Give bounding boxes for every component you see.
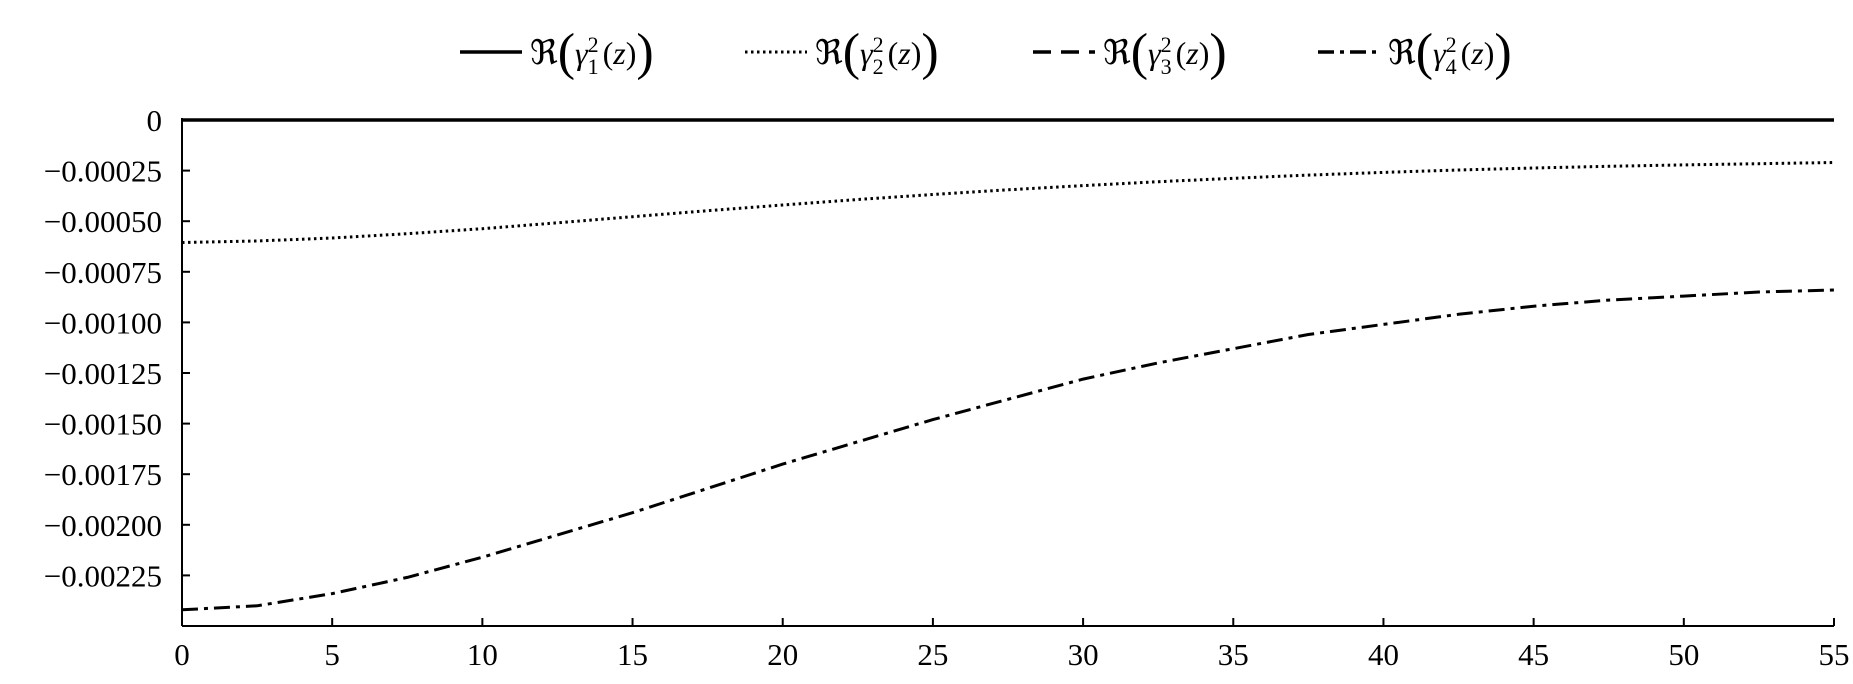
series-line-2	[181, 161, 1835, 244]
y-tick-label: −0.00025	[44, 154, 162, 189]
legend-glyph: )	[626, 35, 637, 71]
y-tick-label: −0.00125	[44, 356, 162, 391]
x-tick-label: 45	[1518, 637, 1549, 672]
legend-glyph: 4	[1446, 54, 1457, 79]
legend-glyph: (	[558, 24, 575, 81]
legend-glyph: (	[1416, 24, 1433, 81]
legend-glyph: γ	[575, 35, 589, 71]
legend-glyph: z	[612, 35, 626, 71]
legend-glyph: )	[911, 35, 922, 71]
legend-glyph: (	[603, 35, 614, 71]
legend-glyph: ℜ	[1388, 35, 1416, 72]
legend-glyph: (	[843, 24, 860, 81]
x-tick-label: 55	[1819, 637, 1850, 672]
y-tick-label: −0.00225	[44, 558, 162, 593]
legend-glyph: )	[921, 24, 938, 81]
legend-glyph: (	[1461, 35, 1472, 71]
series-line-4	[181, 288, 1835, 612]
y-tick-label: −0.00100	[44, 305, 162, 340]
legend-glyph: (	[1176, 35, 1187, 71]
x-tick-label: 25	[917, 637, 948, 672]
legend-glyph: )	[1199, 35, 1210, 71]
legend-glyph: 2	[1161, 32, 1172, 57]
legend-glyph: )	[1494, 24, 1511, 81]
x-tick-label: 20	[767, 637, 798, 672]
x-tick-label: 15	[617, 637, 648, 672]
legend-glyph: z	[1470, 35, 1484, 71]
legend-glyph: z	[897, 35, 911, 71]
legend-glyph: γ	[1433, 35, 1447, 71]
legend-glyph: (	[1131, 24, 1148, 81]
legend-glyph: 2	[873, 32, 884, 57]
x-tick-label: 10	[467, 637, 498, 672]
legend-glyph: 1	[588, 54, 599, 79]
x-tick-label: 0	[174, 637, 190, 672]
x-tick-label: 40	[1368, 637, 1399, 672]
legend-glyph: (	[888, 35, 899, 71]
x-tick-label: 35	[1218, 637, 1249, 672]
legend-glyph: 3	[1161, 54, 1172, 79]
legend-glyph: ℜ	[530, 35, 558, 72]
legend-label-4: ℜ(γ42 (z))	[1388, 24, 1512, 81]
x-tick-label: 5	[324, 637, 340, 672]
legend-glyph: γ	[1148, 35, 1162, 71]
y-tick-label: −0.00075	[44, 255, 162, 290]
legend-glyph: ℜ	[815, 35, 843, 72]
legend-glyph: )	[636, 24, 653, 81]
x-tick-label: 50	[1668, 637, 1699, 672]
x-tick-label: 30	[1068, 637, 1099, 672]
legend-label-2: ℜ(γ22 (z))	[815, 24, 939, 81]
y-tick-label: −0.00200	[44, 508, 162, 543]
legend-glyph: 2	[588, 32, 599, 57]
legend-glyph: 2	[1446, 32, 1457, 57]
y-tick-label: 0	[147, 103, 163, 138]
y-tick-label: −0.00050	[44, 204, 162, 239]
legend-glyph: 2	[873, 54, 884, 79]
legend-glyph: ℜ	[1103, 35, 1131, 72]
legend-label-1: ℜ(γ12 (z))	[530, 24, 654, 81]
y-tick-label: −0.00175	[44, 457, 162, 492]
legend-glyph: γ	[860, 35, 874, 71]
legend-glyph: )	[1209, 24, 1226, 81]
y-tick-label: −0.00150	[44, 407, 162, 442]
legend-label-3: ℜ(γ32 (z))	[1103, 24, 1227, 81]
legend-glyph: )	[1484, 35, 1495, 71]
legend-glyph: z	[1185, 35, 1199, 71]
